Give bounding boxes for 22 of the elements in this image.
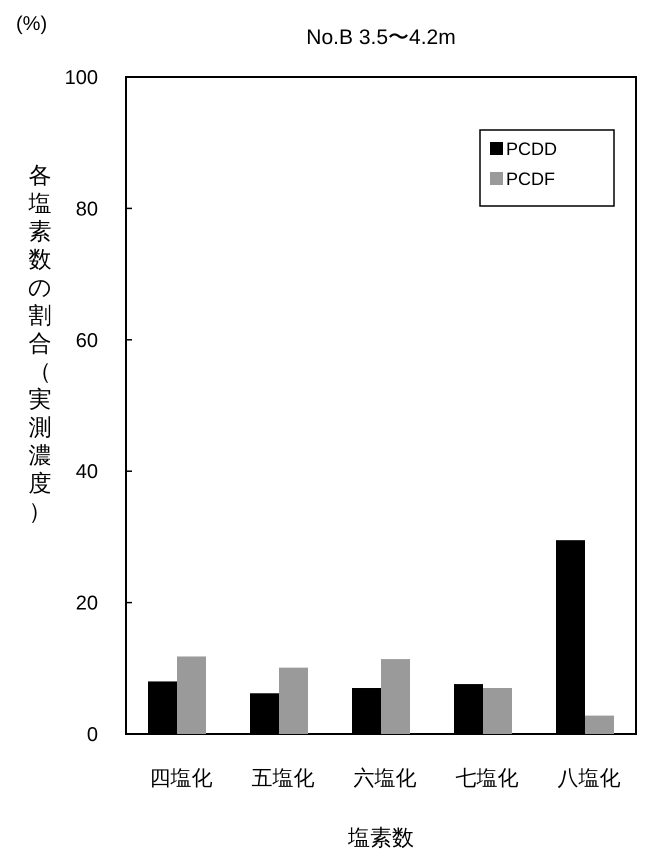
- x-axis-title: 塩素数: [347, 825, 414, 850]
- text: 各塩素数の割合（実測濃度）: [28, 162, 52, 524]
- bar: [585, 716, 614, 734]
- y-tick-label: 40: [76, 461, 98, 484]
- bar: [279, 668, 308, 734]
- x-tick-label: 五塩化: [252, 767, 314, 790]
- bar: [381, 659, 410, 734]
- y-tick-label: 0: [86, 724, 98, 746]
- text: (%): [16, 13, 48, 35]
- legend-label: PCDD: [506, 139, 558, 159]
- bar: [483, 688, 512, 734]
- x-tick-label: 六塩化: [354, 767, 416, 790]
- y-tick-label: 20: [76, 592, 98, 615]
- x-tick-label: 四塩化: [150, 767, 212, 790]
- x-tick-label: 八塩化: [558, 767, 620, 790]
- bar: [177, 656, 206, 734]
- y-tick-label: 80: [76, 198, 98, 220]
- x-tick-label: 七塩化: [456, 767, 518, 790]
- chart-title: No.B 3.5〜4.2m: [306, 26, 456, 49]
- y-tick-label: 100: [64, 67, 98, 89]
- legend-label: PCDF: [506, 169, 556, 189]
- y-tick-label: 60: [76, 330, 98, 352]
